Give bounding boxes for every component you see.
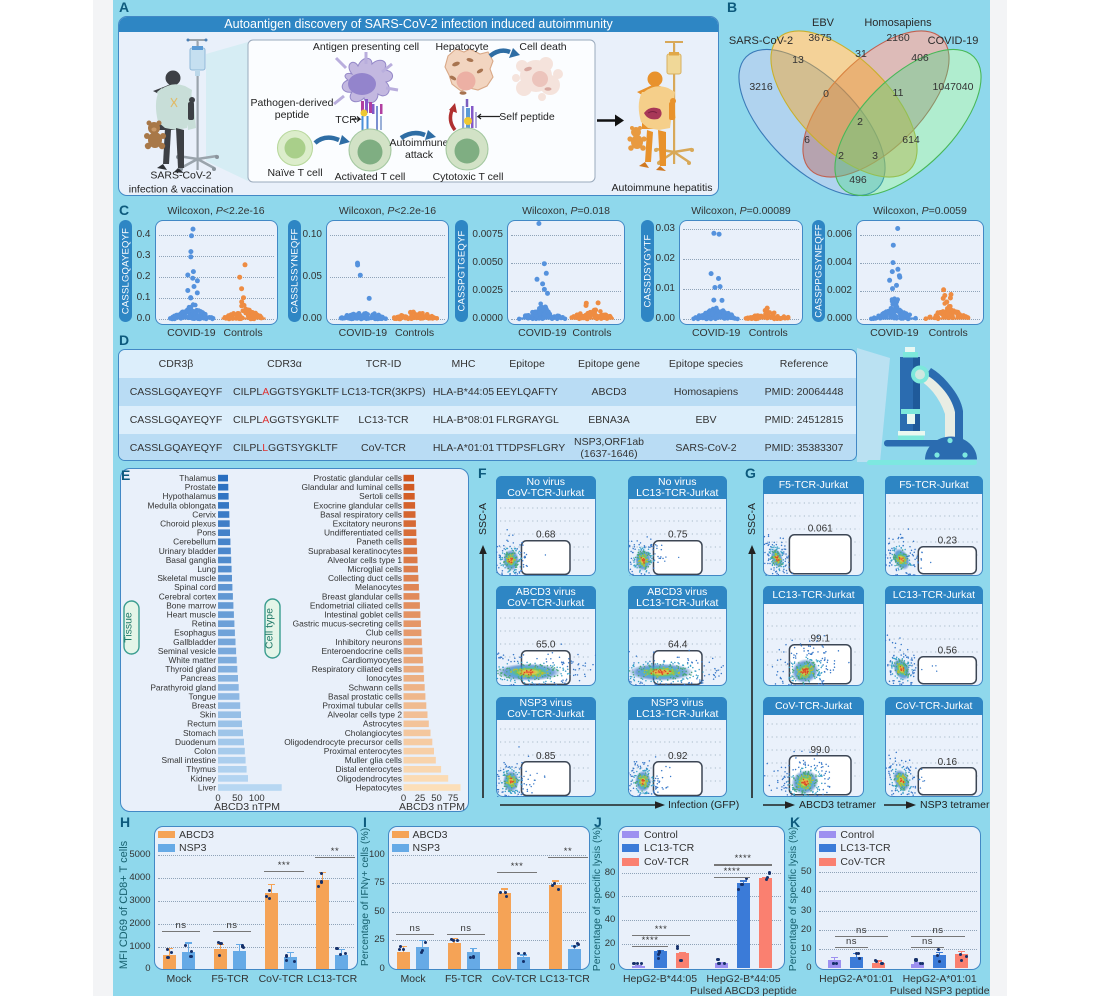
svg-text:0.061: 0.061 <box>808 523 833 534</box>
svg-text:0.68: 0.68 <box>536 529 556 540</box>
svg-text:99.0: 99.0 <box>811 745 831 756</box>
svg-text:ABCD3 nTPM: ABCD3 nTPM <box>214 801 280 812</box>
svg-text:Pathogen-derived: Pathogen-derived <box>251 97 334 109</box>
svg-text:Activated T cell: Activated T cell <box>335 171 406 183</box>
svg-text:peptide: peptide <box>275 109 310 121</box>
svg-text:496: 496 <box>849 174 867 186</box>
svg-text:0.56: 0.56 <box>937 646 957 657</box>
svg-text:infection & vaccination: infection & vaccination <box>129 184 234 196</box>
svg-text:Cell type: Cell type <box>264 608 276 649</box>
svg-text:64.4: 64.4 <box>668 640 688 651</box>
svg-text:0.16: 0.16 <box>937 757 957 768</box>
svg-text:6: 6 <box>804 134 810 146</box>
svg-text:EBV: EBV <box>812 17 835 29</box>
svg-text:Cell death: Cell death <box>519 41 566 53</box>
svg-text:Antigen presenting cell: Antigen presenting cell <box>313 41 419 53</box>
svg-text:2: 2 <box>857 116 863 128</box>
svg-text:0: 0 <box>823 88 829 100</box>
svg-text:65.0: 65.0 <box>536 640 556 651</box>
svg-text:Liver: Liver <box>198 782 216 792</box>
svg-text:0.85: 0.85 <box>536 751 556 762</box>
svg-text:Homosapiens: Homosapiens <box>864 17 932 29</box>
svg-text:Cytotoxic T cell: Cytotoxic T cell <box>433 171 504 183</box>
svg-text:0.23: 0.23 <box>937 535 957 546</box>
svg-text:99.1: 99.1 <box>811 634 831 645</box>
svg-text:2: 2 <box>838 150 844 162</box>
svg-text:3675: 3675 <box>808 32 832 44</box>
svg-text:ABCD3 nTPM: ABCD3 nTPM <box>399 801 465 812</box>
svg-text:Hepatocytes: Hepatocytes <box>355 782 402 792</box>
svg-text:11: 11 <box>893 87 904 99</box>
svg-text:0.75: 0.75 <box>668 529 688 540</box>
svg-text:COVID-19: COVID-19 <box>928 35 979 47</box>
svg-text:3216: 3216 <box>749 81 773 93</box>
svg-text:Hepatocyte: Hepatocyte <box>435 41 488 53</box>
svg-text:614: 614 <box>902 134 920 146</box>
svg-text:Naïve T cell: Naïve T cell <box>267 167 322 179</box>
svg-text:13: 13 <box>792 54 804 66</box>
svg-text:31: 31 <box>855 48 867 60</box>
svg-text:Tissue: Tissue <box>123 612 135 643</box>
svg-text:Self peptide: Self peptide <box>499 111 555 123</box>
svg-text:TCR: TCR <box>335 114 357 126</box>
svg-text:1047040: 1047040 <box>933 81 974 93</box>
svg-text:Autoimmune: Autoimmune <box>390 137 449 149</box>
svg-text:3: 3 <box>872 150 878 162</box>
svg-text:Autoimmune hepatitis: Autoimmune hepatitis <box>612 182 713 194</box>
svg-text:attack: attack <box>405 149 434 161</box>
svg-text:406: 406 <box>911 52 929 64</box>
svg-text:SARS-CoV-2: SARS-CoV-2 <box>150 170 211 182</box>
svg-text:2160: 2160 <box>886 32 910 44</box>
svg-text:0.92: 0.92 <box>668 751 688 762</box>
svg-text:SARS-CoV-2: SARS-CoV-2 <box>729 35 793 47</box>
